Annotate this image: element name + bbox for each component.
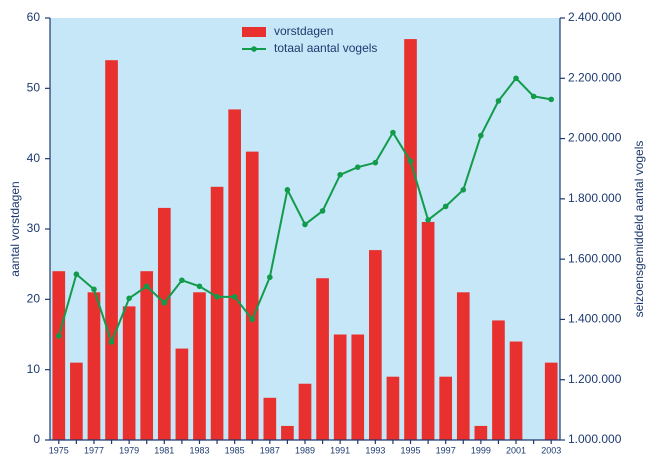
y-tick-label: 20 xyxy=(27,292,41,306)
line-point xyxy=(372,159,379,166)
line-point xyxy=(442,203,449,210)
bar xyxy=(369,250,382,440)
bar xyxy=(404,39,417,440)
x-tick-label: 1997 xyxy=(436,445,456,455)
y-tick-label: 50 xyxy=(27,81,41,95)
bar xyxy=(263,397,277,440)
line-point xyxy=(179,277,185,284)
line-point xyxy=(108,339,115,345)
x-tick-label: 1985 xyxy=(225,445,245,455)
bar xyxy=(281,425,294,440)
bar xyxy=(544,362,558,440)
x-tick-label: 1991 xyxy=(330,445,350,455)
y2-tick-label: 1.200.000 xyxy=(568,372,622,386)
bar xyxy=(474,425,488,440)
y2-axis-label: seizoensgemiddeld aantal vogels xyxy=(632,141,646,318)
line-point xyxy=(548,96,555,103)
x-tick-label: 1983 xyxy=(189,445,209,455)
bar xyxy=(122,306,136,440)
line-point xyxy=(231,294,238,300)
x-tick-label: 1995 xyxy=(401,445,421,455)
line-point xyxy=(354,164,361,171)
line-point xyxy=(319,208,326,214)
line-point xyxy=(73,271,80,278)
line-point xyxy=(249,316,256,323)
x-tick-label: 2001 xyxy=(506,445,526,455)
bar xyxy=(193,292,206,440)
line-point xyxy=(390,129,396,136)
y2-tick-label: 2.200.000 xyxy=(568,70,622,84)
bar xyxy=(140,271,154,440)
x-tick-label: 1975 xyxy=(49,445,69,455)
line-point xyxy=(161,300,168,306)
bar xyxy=(439,376,453,440)
bar xyxy=(421,221,435,440)
bar xyxy=(87,292,101,440)
y-tick-label: 40 xyxy=(27,151,41,165)
line-point xyxy=(284,187,291,193)
x-tick-label: 1979 xyxy=(119,445,139,455)
bar xyxy=(492,320,505,440)
line-point xyxy=(126,295,132,302)
y2-tick-label: 1.800.000 xyxy=(568,191,622,205)
line-point xyxy=(91,286,97,293)
line-point xyxy=(513,75,519,82)
y-axis-label: aantal vorstdagen xyxy=(8,181,22,276)
line-point xyxy=(337,171,343,178)
legend-swatch xyxy=(242,27,266,37)
y-tick-label: 10 xyxy=(27,362,41,376)
y2-tick-label: 1.000.000 xyxy=(568,432,622,446)
line-point xyxy=(302,221,308,228)
legend-label: vorstdagen xyxy=(274,24,333,38)
bar xyxy=(157,207,171,440)
bar xyxy=(210,186,224,440)
x-tick-label: 1987 xyxy=(260,445,280,455)
x-tick-label: 1981 xyxy=(154,445,174,455)
bar xyxy=(298,383,312,440)
x-tick-label: 1999 xyxy=(471,445,491,455)
line-point xyxy=(196,283,203,290)
bar xyxy=(316,278,329,440)
bar xyxy=(105,60,118,440)
line-point xyxy=(267,274,273,281)
y2-tick-label: 2.000.000 xyxy=(568,131,622,145)
bar xyxy=(386,376,400,440)
x-tick-label: 2003 xyxy=(541,445,561,455)
y2-tick-label: 2.400.000 xyxy=(568,10,622,24)
bar xyxy=(70,362,83,440)
line-point xyxy=(530,93,537,100)
y2-tick-label: 1.400.000 xyxy=(568,312,622,326)
line-point xyxy=(55,333,62,339)
line-point xyxy=(214,294,220,300)
bar xyxy=(175,348,189,440)
legend-label: totaal aantal vogels xyxy=(274,41,377,55)
line-point xyxy=(143,283,150,290)
x-tick-label: 1993 xyxy=(365,445,385,455)
y-tick-label: 30 xyxy=(27,221,41,235)
y2-tick-label: 1.600.000 xyxy=(568,251,622,265)
bar xyxy=(333,334,347,440)
y-tick-label: 0 xyxy=(33,432,40,446)
bar xyxy=(456,292,470,440)
legend-swatch xyxy=(251,46,257,52)
x-tick-label: 1989 xyxy=(295,445,315,455)
line-point xyxy=(407,158,414,164)
bar xyxy=(245,151,259,440)
line-point xyxy=(425,217,431,223)
bar xyxy=(509,341,523,440)
y-tick-label: 60 xyxy=(27,10,41,24)
bar xyxy=(228,109,241,440)
x-tick-label: 1977 xyxy=(84,445,104,455)
line-point xyxy=(495,98,502,104)
bar xyxy=(52,271,66,440)
bar xyxy=(351,334,365,440)
line-point xyxy=(478,132,484,139)
line-point xyxy=(460,187,467,193)
